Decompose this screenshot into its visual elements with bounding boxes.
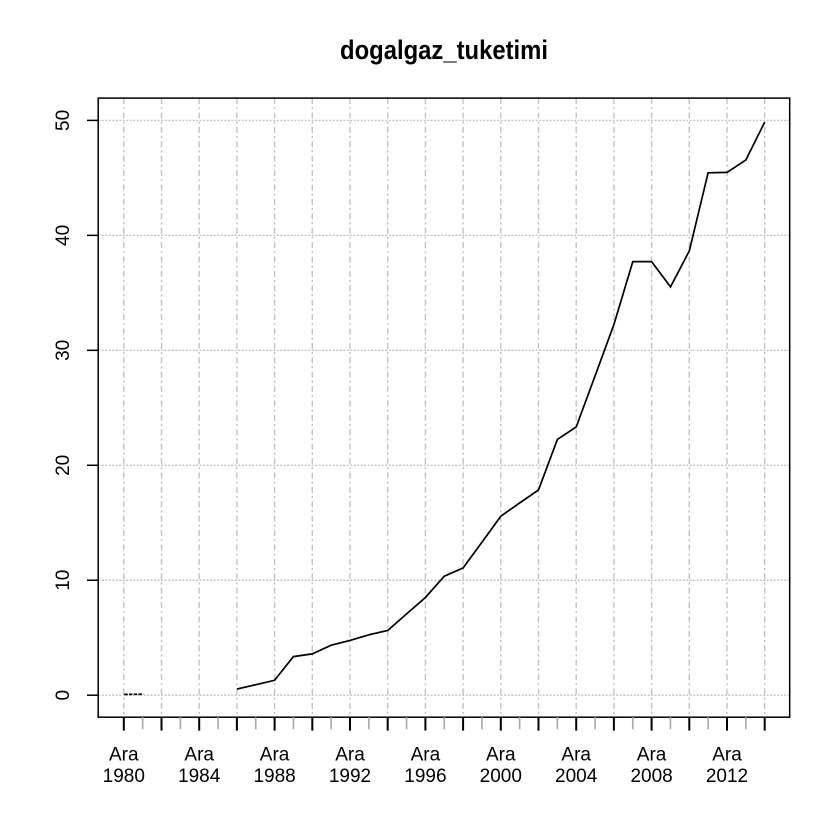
svg-text:dogalgaz_tuketimi: dogalgaz_tuketimi [340, 35, 548, 65]
svg-text:2012: 2012 [706, 766, 748, 787]
svg-text:Ara: Ara [637, 744, 667, 765]
svg-text:2004: 2004 [555, 766, 598, 787]
svg-text:Ara: Ara [712, 744, 742, 765]
svg-text:Ara: Ara [411, 744, 441, 765]
svg-text:50: 50 [53, 110, 74, 131]
svg-text:1984: 1984 [178, 766, 221, 787]
svg-text:1988: 1988 [253, 766, 295, 787]
svg-text:2000: 2000 [480, 766, 522, 787]
svg-text:Ara: Ara [561, 744, 591, 765]
svg-text:2008: 2008 [630, 766, 672, 787]
svg-text:0: 0 [53, 690, 74, 701]
svg-text:30: 30 [53, 340, 74, 361]
svg-text:Ara: Ara [260, 744, 290, 765]
svg-text:1996: 1996 [404, 766, 446, 787]
svg-text:1980: 1980 [103, 766, 145, 787]
svg-text:Ara: Ara [184, 744, 214, 765]
svg-text:Ara: Ara [486, 744, 516, 765]
svg-text:40: 40 [53, 225, 74, 246]
svg-text:Ara: Ara [109, 744, 139, 765]
svg-text:10: 10 [53, 570, 74, 591]
svg-text:Ara: Ara [335, 744, 365, 765]
svg-text:1992: 1992 [329, 766, 371, 787]
svg-text:20: 20 [53, 455, 74, 476]
